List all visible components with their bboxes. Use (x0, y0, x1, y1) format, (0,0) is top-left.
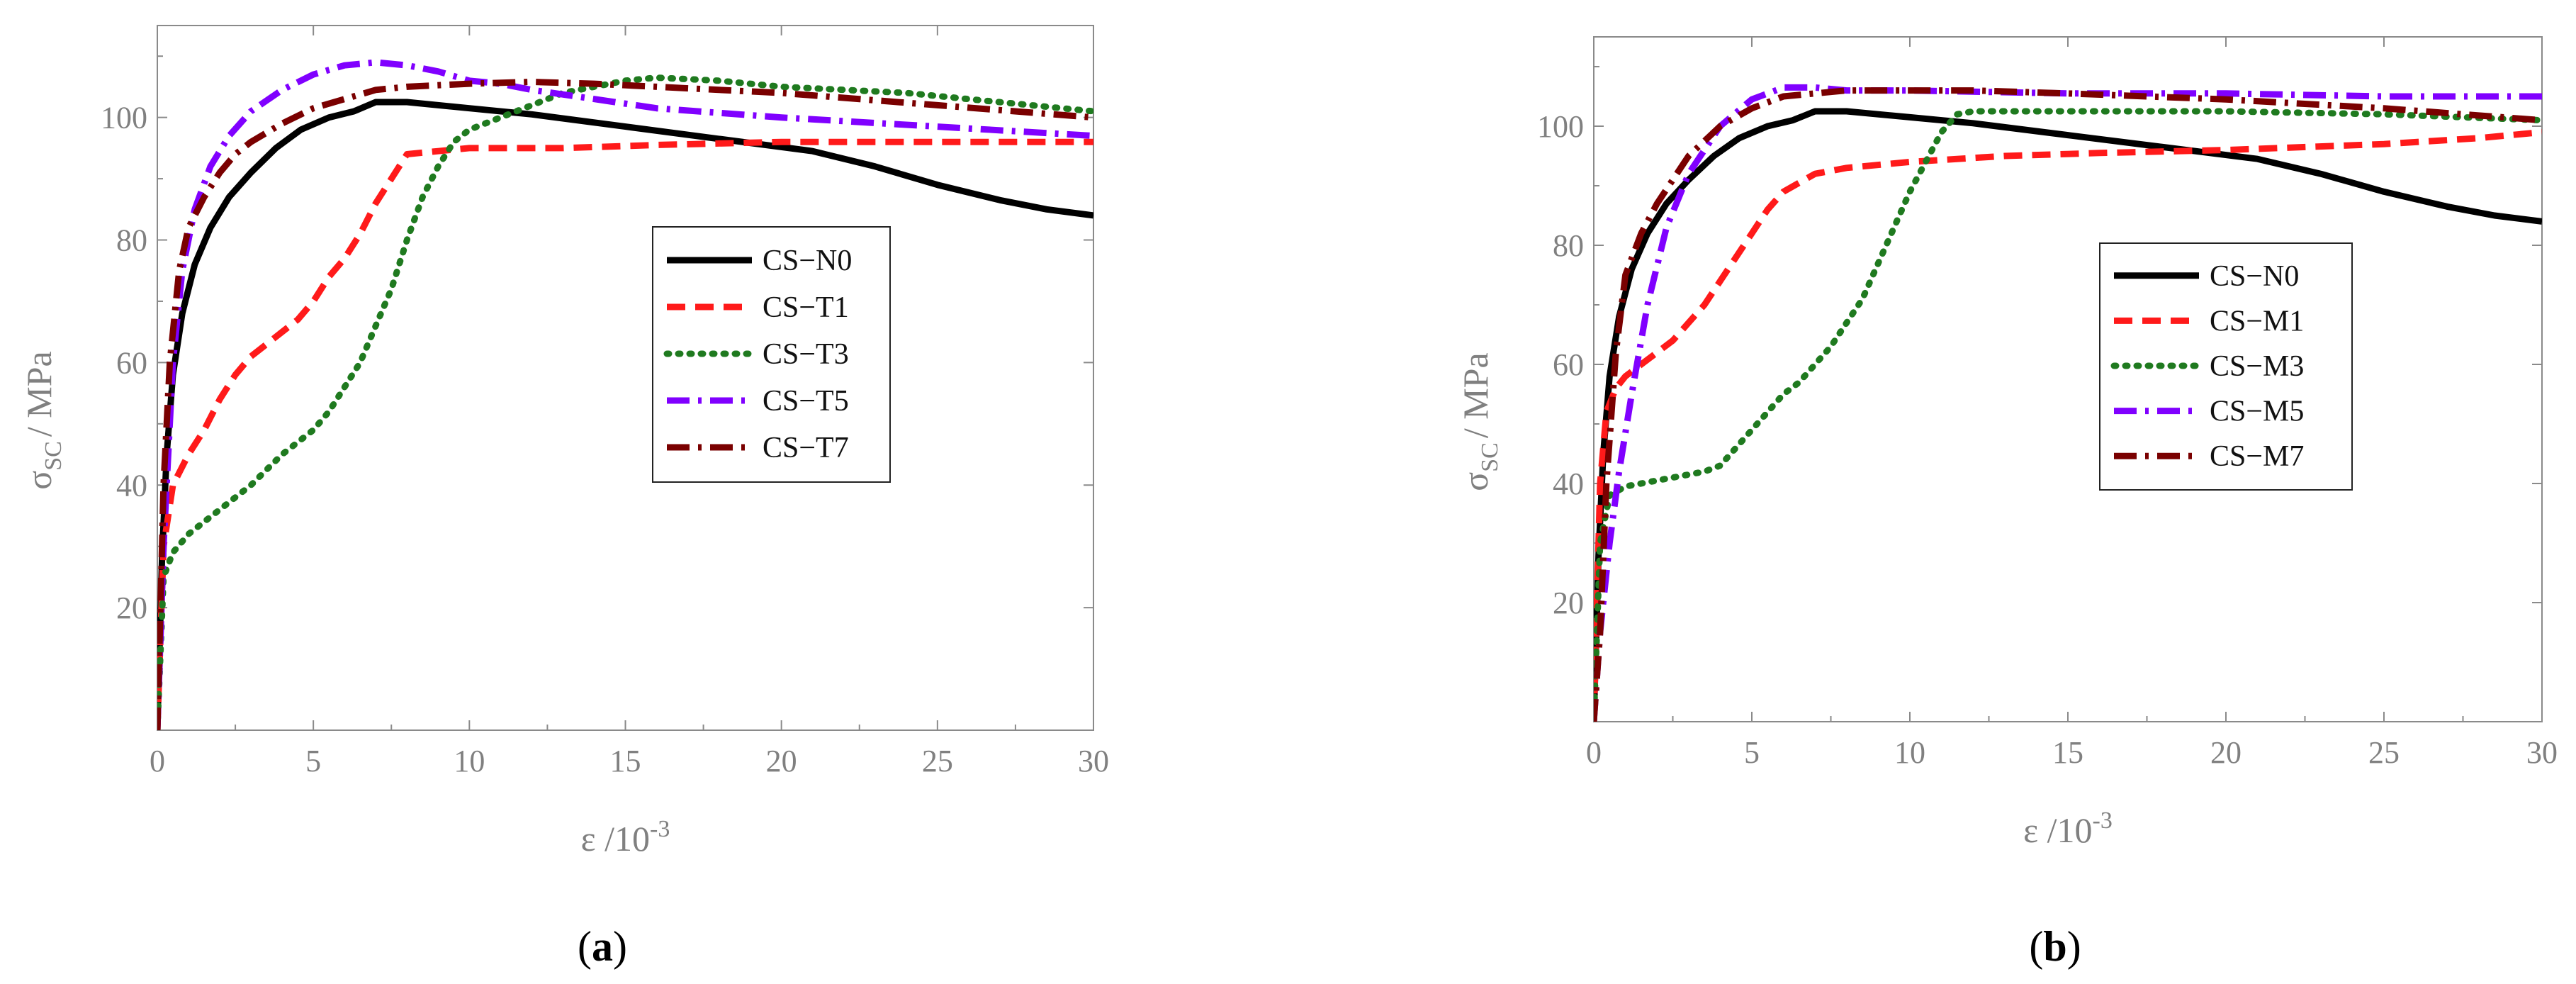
series-line-cs-m7 (1594, 87, 2542, 722)
y-tick-label: 60 (116, 345, 147, 380)
legend: CS−N0 CS−M1 CS−M3 CS−M5 CS−M7 (2099, 242, 2353, 491)
x-axis-label: ε /10-3 (2023, 807, 2113, 850)
panel-label: (a) (578, 923, 627, 970)
legend-label: CS−M7 (2210, 440, 2304, 473)
x-tick-label: 25 (2368, 735, 2400, 770)
legend-label: CS−N0 (2210, 260, 2299, 293)
y-tick-label: 40 (1553, 466, 1584, 501)
legend-label: CS−N0 (763, 245, 852, 277)
series-line-cs-t5 (157, 59, 1093, 730)
x-tick-label: 5 (1744, 735, 1760, 770)
y-tick-label: 20 (116, 591, 147, 625)
legend-label: CS−M1 (2210, 305, 2304, 337)
y-tick-label: 20 (1553, 586, 1584, 620)
x-tick-label: 30 (2526, 735, 2558, 770)
x-tick-label: 10 (1894, 735, 1925, 770)
legend-label: CS−T3 (763, 338, 849, 371)
x-tick-label: 20 (2210, 735, 2242, 770)
legend-label: CS−T7 (763, 432, 849, 464)
x-tick-label: 10 (454, 744, 485, 778)
series-line-cs-t3 (157, 74, 1093, 730)
series-line-cs-n0 (157, 99, 1093, 730)
y-tick-label: 80 (1553, 228, 1584, 263)
x-tick-label: 20 (766, 744, 797, 778)
x-tick-label: 0 (150, 744, 165, 778)
series-line-cs-t1 (157, 138, 1093, 730)
legend-label: CS−T5 (763, 385, 849, 418)
chart-panel-b: 0 5 10 15 20 25 30 20 40 60 80 100 ε /10-3 σSC/ MPa CS… (1456, 36, 2558, 970)
series-line-cs-m5 (1594, 84, 2542, 722)
y-tick-label: 40 (116, 468, 147, 503)
x-tick-label: 5 (305, 744, 321, 778)
legend-label: CS−M5 (2210, 396, 2304, 428)
series-layer (1594, 84, 2542, 722)
series-line-cs-n0 (1594, 108, 2542, 722)
series-line-cs-t7 (157, 79, 1093, 730)
series-line-cs-m1 (1594, 128, 2542, 722)
y-tick-label: 100 (1537, 109, 1584, 144)
y-tick-label: 80 (116, 223, 147, 258)
y-tick-label: 60 (1553, 347, 1584, 382)
panel-label: (b) (2029, 923, 2081, 970)
x-tick-label: 30 (1078, 744, 1109, 778)
series-line-cs-m3 (1594, 108, 2542, 722)
x-tick-label: 25 (922, 744, 953, 778)
y-axis-label: σSC/ MPa (19, 351, 67, 489)
y-tick-label: 100 (101, 101, 147, 135)
legend-label: CS−M3 (2210, 350, 2304, 383)
series-layer (157, 59, 1093, 730)
x-tick-label: 15 (2052, 735, 2083, 770)
chart-panel-a: 0 5 10 15 20 25 30 20 40 60 80 100 ε /10-3 σSC/ MPa CS… (19, 25, 1109, 970)
legend: CS−N0 CS−T1 CS−T3 CS−T5 CS−T7 (652, 226, 891, 483)
x-axis-label: ε /10-3 (581, 816, 670, 859)
legend-label: CS−T1 (763, 291, 849, 324)
y-axis-label: σSC/ MPa (1456, 352, 1503, 491)
x-tick-label: 15 (610, 744, 641, 778)
x-tick-label: 0 (1586, 735, 1602, 770)
